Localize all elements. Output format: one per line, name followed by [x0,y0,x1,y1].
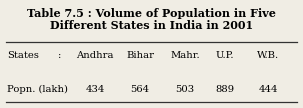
Text: Table 7.5 : Volume of Population in Five: Table 7.5 : Volume of Population in Five [27,8,276,19]
Text: W.B.: W.B. [257,51,279,60]
Text: :: : [58,51,62,60]
Text: 503: 503 [175,84,195,94]
Text: 434: 434 [85,84,105,94]
Text: U.P.: U.P. [216,51,234,60]
Text: 889: 889 [215,84,235,94]
Text: Mahr.: Mahr. [170,51,200,60]
Text: Bihar: Bihar [126,51,154,60]
Text: Different States in India in 2001: Different States in India in 2001 [50,20,253,31]
Text: Andhra: Andhra [76,51,114,60]
Text: States: States [7,51,39,60]
Text: :: : [58,84,62,94]
Text: 564: 564 [130,84,150,94]
Text: Popn. (lakh): Popn. (lakh) [7,84,68,94]
Text: 444: 444 [258,84,278,94]
